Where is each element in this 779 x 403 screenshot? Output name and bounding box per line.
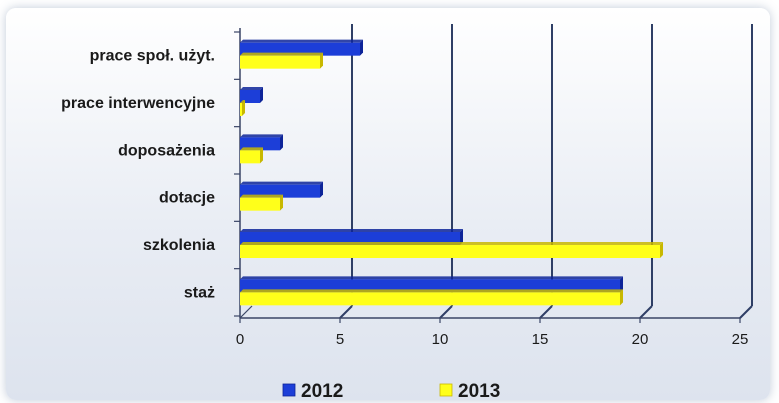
bar-2012-2 [240,137,280,151]
category-label-1: prace interwencyjne [61,95,215,112]
bar-top-2013-1 [240,100,245,103]
bar-side-2012-3 [320,181,323,198]
bar-2013-1 [240,103,242,116]
category-label-4: szkolenia [143,237,215,254]
category-label-0: prace społ. użyt. [90,48,215,65]
bar-side-2012-5 [620,276,623,293]
grid-layer [339,24,753,319]
bar-top-2012-2 [240,134,283,138]
floor-gridline-5 [339,305,353,319]
floor-gridline-25 [739,305,753,319]
bar-2012-3 [240,184,320,198]
bar-side-2012-2 [280,134,283,151]
legend-swatch-2013 [439,383,453,397]
bar-2012-4 [240,232,460,245]
bar-2012-1 [240,90,260,103]
category-label-5: staż [184,284,215,301]
bar-top-2013-4 [240,242,663,245]
bar-side-2013-2 [260,147,263,164]
legend-label-2013: 2013 [458,381,500,402]
bar-side-2012-0 [360,39,363,56]
bar-2013-5 [240,292,620,306]
bar-2013-0 [240,55,320,69]
category-label-2: doposażenia [118,142,215,159]
x-tick-label-5: 5 [336,331,344,348]
bar-side-2012-4 [460,229,463,245]
bar-layer [240,39,663,306]
bar-top-2013-0 [240,52,323,56]
floor-gridline-20 [639,305,653,319]
bar-top-2012-4 [240,229,463,232]
bar-2012-0 [240,42,360,56]
floor-gridline-15 [539,305,553,319]
bar-2013-3 [240,197,280,211]
bar-side-2013-4 [660,242,663,258]
bar-top-2013-3 [240,194,283,198]
bar-2013-4 [240,245,660,258]
bar-side-2013-3 [280,194,283,211]
bar-top-2012-3 [240,181,323,185]
floor-edge-line [239,305,253,319]
legend-label-2012: 2012 [301,381,343,402]
bar-top-2012-1 [240,87,263,90]
x-tick-label-10: 10 [432,331,449,348]
bar-side-2013-1 [242,100,245,116]
bar-side-2013-0 [320,52,323,69]
bar-side-2012-1 [260,87,263,103]
floor-gridline-10 [439,305,453,319]
bar-2012-5 [240,279,620,293]
x-tick-label-20: 20 [632,331,649,348]
axis-layer [234,28,741,323]
x-tick-label-25: 25 [732,331,749,348]
bar-2013-2 [240,150,260,164]
bar-side-2013-5 [620,289,623,306]
x-tick-label-0: 0 [236,331,244,348]
legend: 2012 2013 [282,381,500,402]
label-layer: 0 5 10 15 20 25 prace społ. użyt. prace interwe… [61,48,748,348]
legend-swatch-2012 [282,383,296,397]
bar-top-2013-2 [240,147,263,151]
category-label-3: dotacje [159,190,215,207]
chart-background [6,8,770,400]
bar-top-2012-0 [240,39,363,43]
bar-top-2012-5 [240,276,623,280]
x-tick-label-15: 15 [532,331,549,348]
bar-top-2013-5 [240,289,623,293]
